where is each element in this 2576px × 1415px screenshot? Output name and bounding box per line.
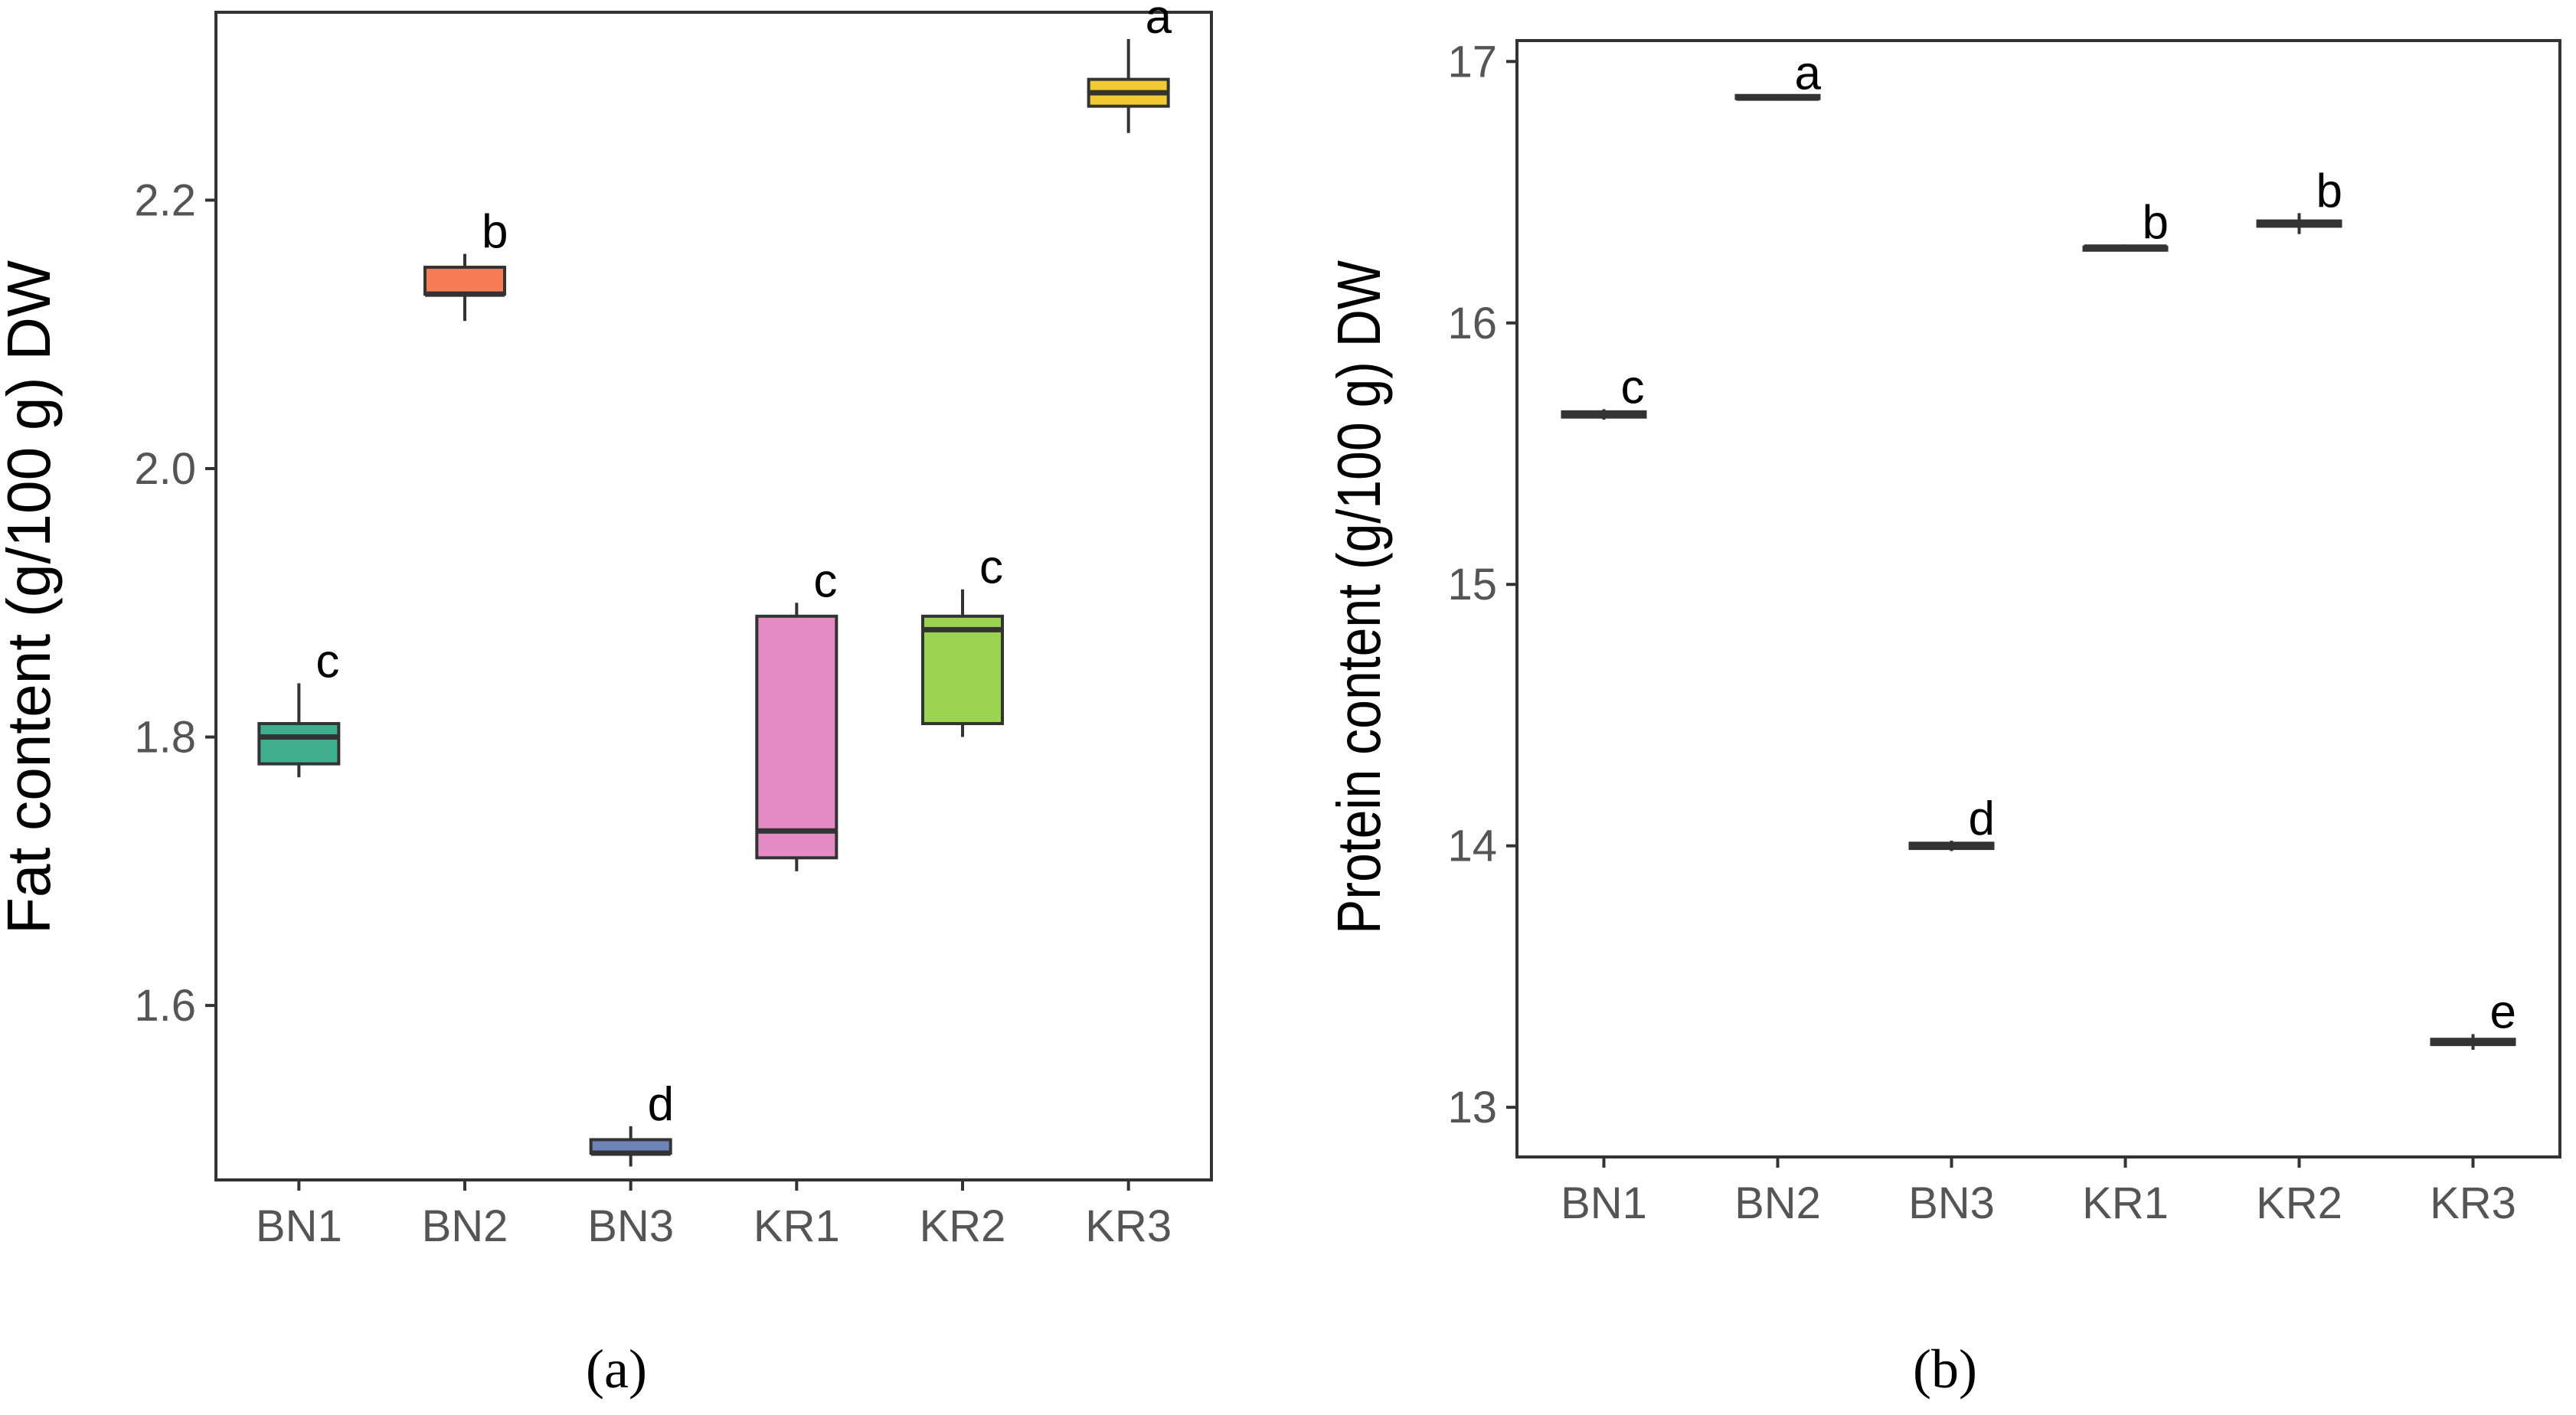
y-axis-title: Fat content (g/100 g) DW — [0, 260, 63, 934]
x-tick-label: BN2 — [1734, 1178, 1821, 1228]
x-tick-label: KR1 — [2082, 1178, 2169, 1228]
significance-letter: d — [648, 1078, 674, 1131]
x-tick-label: BN1 — [1561, 1178, 1647, 1228]
y-tick-label: 13 — [1447, 1083, 1497, 1132]
significance-letter: d — [1969, 792, 1995, 845]
panel-a-fat-content: 1.6 1.8 2.0 2.2 Fat content (g/100 g) DW BN1 c… — [0, 0, 1213, 1400]
y-tick-label: 17 — [1447, 37, 1497, 87]
x-tick-label: KR3 — [2430, 1178, 2516, 1228]
x-tick-label: BN2 — [422, 1201, 508, 1251]
x-tick-label: BN1 — [256, 1201, 342, 1251]
y-tick-label: 2.2 — [134, 175, 196, 225]
x-tick-label: KR2 — [2256, 1178, 2342, 1228]
box-body — [257, 722, 341, 766]
y-tick-label: 15 — [1447, 560, 1497, 609]
panel-label: (a) — [586, 1338, 647, 1400]
significance-letter: a — [1795, 47, 1822, 100]
y-tick-label: 16 — [1447, 299, 1497, 348]
significance-letter: c — [813, 554, 837, 607]
panel-label: (b) — [1913, 1338, 1977, 1400]
y-axis-title: Protein content (g/100 g) DW — [1325, 260, 1393, 934]
significance-letter: c — [979, 541, 1003, 594]
significance-letter: a — [1146, 0, 1172, 44]
y-tick-label: 1.6 — [134, 981, 196, 1031]
x-tick-label: BN3 — [1908, 1178, 1995, 1228]
y-tick-label: 2.0 — [134, 444, 196, 494]
significance-letter: b — [482, 206, 508, 259]
plot-frame — [214, 11, 1213, 1181]
x-tick-label: KR2 — [920, 1201, 1006, 1251]
box-body — [755, 614, 839, 860]
plot-frame — [1515, 39, 2561, 1158]
x-tick-label: KR3 — [1085, 1201, 1172, 1251]
x-tick-label: BN3 — [587, 1201, 674, 1251]
box-body — [921, 614, 1004, 726]
panel-b-protein-content: 13 14 15 16 17 Protein content (g/100 g) DW BN… — [1325, 37, 2561, 1400]
significance-letter: c — [315, 635, 339, 688]
x-tick-label: KR1 — [754, 1201, 840, 1251]
box-body — [423, 266, 506, 296]
significance-letter: b — [2143, 196, 2169, 249]
significance-letter: e — [2490, 986, 2516, 1039]
significance-letter: c — [1621, 361, 1645, 413]
y-tick-label: 1.8 — [134, 713, 196, 763]
y-tick-label: 14 — [1447, 822, 1497, 871]
significance-letter: b — [2316, 165, 2342, 217]
